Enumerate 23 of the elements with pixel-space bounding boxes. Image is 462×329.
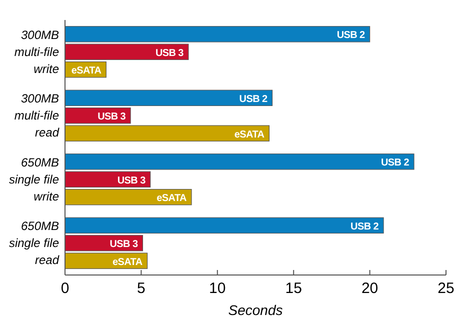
series-label: USB 3 — [117, 175, 146, 186]
text: USB 3 — [110, 239, 138, 250]
x-tick-label: 0 — [60, 280, 70, 297]
series-label: USB 2 — [239, 94, 268, 105]
text: USB 3 — [155, 48, 184, 59]
series-label: eSATA — [234, 129, 264, 140]
y-tick-label: 650MB single file read — [8, 219, 60, 268]
x-tick-label: 15 — [285, 280, 302, 297]
text: eSATA — [156, 193, 186, 204]
text: USB 2 — [350, 221, 379, 232]
x-tick-label: 5 — [137, 280, 146, 297]
text: USB 2 — [381, 158, 409, 169]
x-tick-label: 10 — [209, 280, 226, 297]
text: eSATA — [71, 66, 102, 77]
y-tick-label: 300MB multi-file read — [14, 92, 60, 140]
text: USB 3 — [98, 112, 126, 123]
text: USB 2 — [336, 30, 365, 42]
y-tick-label: 650MB single file write — [8, 155, 60, 204]
x-tick-label: 25 — [438, 280, 454, 297]
text: eSATA — [112, 256, 142, 268]
x-axis-title: Seconds — [228, 302, 283, 318]
y-tick-label: 300MB multi-file write — [14, 28, 60, 76]
x-tick-label: 20 — [361, 280, 378, 297]
